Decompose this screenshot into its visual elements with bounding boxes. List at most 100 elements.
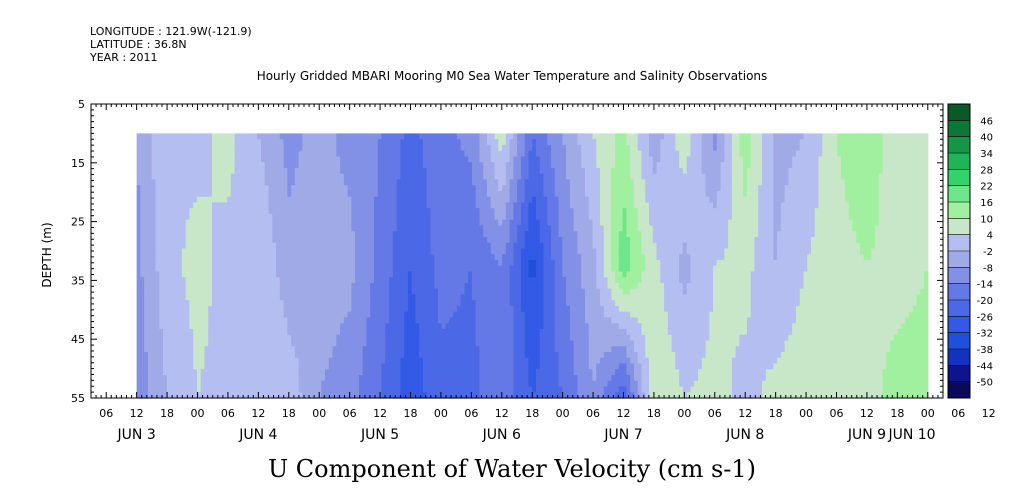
heatmap-cell [238,351,243,359]
heatmap-cell [276,167,281,175]
heatmap-cell [279,334,285,342]
heatmap-cell [377,346,383,353]
heatmap-cell [223,179,228,186]
heatmap-cell [238,334,243,342]
heatmap-cell [211,213,217,221]
heatmap-cell [200,288,206,296]
heatmap-cell [242,328,247,336]
heatmap-cell [385,248,390,255]
heatmap-cell [539,288,545,296]
heatmap-cell [385,236,390,244]
heatmap-cell [332,162,337,169]
heatmap-cell [468,156,473,163]
heatmap-cell [223,386,228,393]
heatmap-cell [279,351,285,359]
heatmap-cell [196,196,202,204]
heatmap-cell [159,190,164,198]
heatmap-cell [325,156,330,163]
heatmap-cell [238,213,243,221]
heatmap-cell [468,288,473,296]
heatmap-cell [415,133,420,140]
heatmap-cell [189,369,194,376]
heatmap-cell [483,208,488,215]
heatmap-cell [479,300,484,307]
heatmap-cell [204,346,209,353]
heatmap-cell [147,282,153,290]
heatmap-cell [389,311,394,319]
heatmap-cell [328,259,334,267]
heatmap-cell [362,351,368,359]
heatmap-cell [253,357,258,365]
heatmap-cell [505,294,511,301]
heatmap-cell [313,311,319,319]
heatmap-cell [249,392,255,399]
heatmap-cell [445,305,450,313]
heatmap-cell [422,213,428,221]
heatmap-cell [151,380,157,388]
heatmap-cell [200,294,206,301]
heatmap-cell [234,208,239,215]
heatmap-cell [260,380,266,388]
heatmap-cell [264,386,270,393]
heatmap-cell [415,300,420,307]
heatmap-cell [543,196,548,204]
heatmap-cell [366,317,371,324]
heatmap-cell [306,334,311,342]
heatmap-cell [362,144,368,152]
heatmap-cell [407,254,413,261]
heatmap-cell [343,259,349,267]
heatmap-cell [276,254,281,261]
heatmap-cell [294,236,300,244]
heatmap-cell [464,334,469,342]
heatmap-cell [445,190,450,198]
heatmap-cell [475,311,481,319]
heatmap-cell [328,190,334,198]
heatmap-cell [336,265,341,273]
heatmap-cell [242,282,247,290]
heatmap-cell [366,196,371,204]
heatmap-cell [260,242,266,250]
heatmap-cell [309,265,315,273]
heatmap-cell [498,328,503,336]
heatmap-cell [517,225,522,232]
heatmap-cell [392,133,398,140]
heatmap-cell [257,334,262,342]
heatmap-cell [381,323,386,330]
heatmap-cell [189,363,194,370]
heatmap-cell [215,185,221,192]
heatmap-cell [230,369,236,376]
heatmap-cell [517,173,522,181]
heatmap-cell [370,179,375,186]
heatmap-cell [517,179,522,186]
heatmap-cell [306,225,311,232]
heatmap-cell [302,196,307,204]
heatmap-cell [245,173,251,181]
heatmap-cell [464,173,469,181]
heatmap-cell [396,144,401,152]
heatmap-cell [325,363,330,370]
heatmap-cell [181,311,187,319]
heatmap-cell [468,236,473,244]
heatmap-cell [264,374,270,382]
heatmap-cell [227,300,232,307]
heatmap-cell [196,231,202,238]
heatmap-cell [219,392,224,399]
heatmap-cell [543,173,548,181]
heatmap-cell [215,196,221,204]
heatmap-cell [287,162,292,169]
heatmap-cell [460,242,465,250]
heatmap-cell [325,179,330,186]
heatmap-cell [294,300,300,307]
heatmap-cell [144,323,149,330]
heatmap-cell [543,150,548,158]
heatmap-cell [298,317,304,324]
heatmap-cell [520,236,526,244]
heatmap-cell [502,282,507,290]
heatmap-cell [189,317,194,324]
heatmap-cell [422,208,428,215]
heatmap-cell [166,167,172,175]
heatmap-cell [193,213,198,221]
heatmap-cell [362,271,368,278]
heatmap-cell [155,386,160,393]
heatmap-cell [189,282,194,290]
